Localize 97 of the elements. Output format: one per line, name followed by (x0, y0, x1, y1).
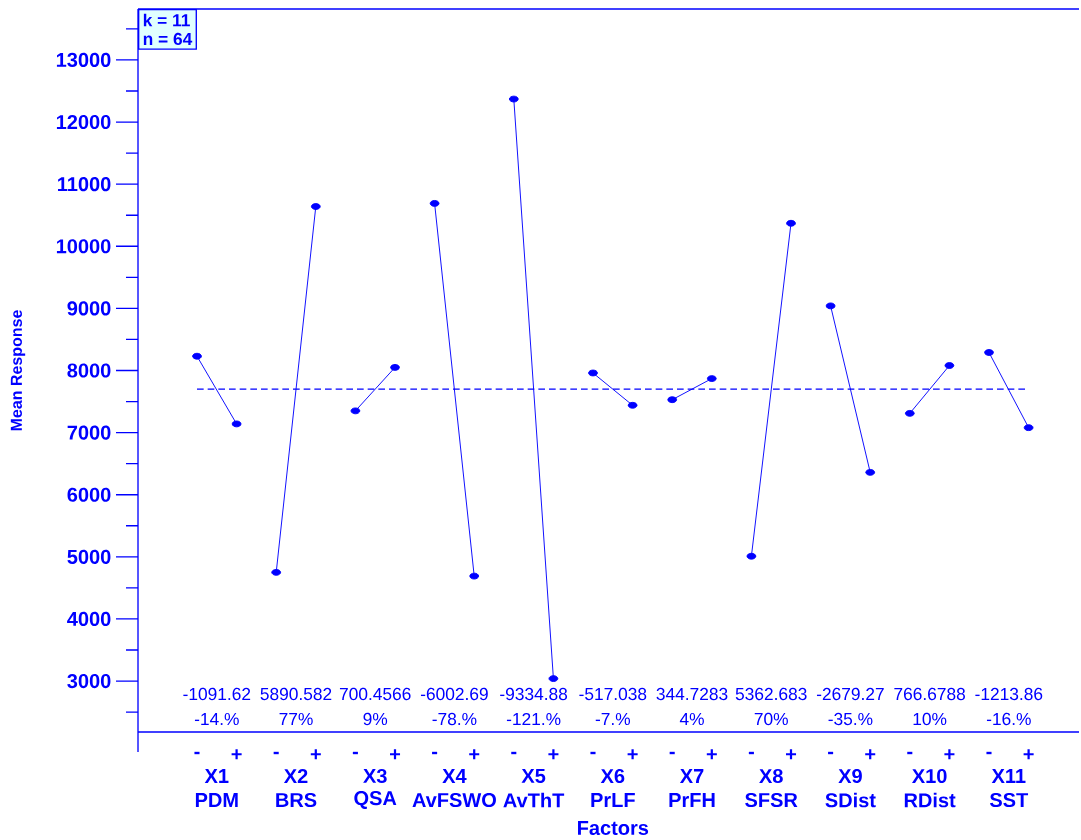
point (390, 363, 400, 371)
y-tick-label: 4000 (67, 611, 111, 627)
text: SFSR (745, 792, 798, 808)
annotation: -9334.88 (500, 687, 568, 701)
annotation: 700.4566 (339, 687, 411, 701)
x-tick-label: - (432, 751, 438, 755)
point (469, 572, 480, 580)
point (271, 568, 282, 576)
text: RDist (904, 792, 956, 808)
x-tick-label: + (944, 749, 955, 760)
point (667, 396, 678, 404)
point (350, 407, 361, 415)
text: SDist (825, 792, 876, 808)
y-tick-label: 10000 (56, 239, 111, 254)
annotation: -16.% (986, 712, 1031, 726)
x-tick-label: - (194, 751, 200, 755)
x-tick-label: + (548, 749, 559, 760)
text: X4 (442, 769, 467, 783)
text: BRS (276, 792, 317, 808)
annotation: -2679.27 (816, 687, 884, 701)
x-tick-label: + (865, 749, 876, 760)
text: X6 (600, 768, 625, 784)
text: AvFSWO (412, 792, 496, 808)
point (231, 420, 242, 428)
y-tick-label: 13000 (56, 52, 111, 68)
annotation: 344.7283 (656, 687, 728, 701)
x-tick-label: - (590, 751, 596, 755)
text: X3 (363, 768, 387, 784)
text: X8 (759, 768, 783, 784)
point (746, 552, 757, 560)
text: X10 (911, 768, 947, 784)
annotation: -14.% (194, 712, 239, 726)
x-tick-label: + (627, 749, 638, 760)
y-tick-label: 3000 (67, 673, 111, 689)
x-axis-title: Factors (578, 821, 649, 835)
annotation: -1213.86 (975, 687, 1043, 701)
annotation: -6002.69 (420, 687, 488, 701)
y-tick-label: 12000 (56, 114, 111, 130)
text: PrLF (591, 793, 635, 807)
x-tick-label: - (828, 751, 834, 755)
annotation: 10% (913, 712, 947, 726)
y-tick-label: 5000 (67, 549, 111, 564)
annotation: 4% (679, 712, 704, 726)
annotation: k = 11 (143, 13, 190, 27)
annotation: n = 64 (143, 32, 193, 46)
point (825, 302, 836, 310)
x-tick-label: + (469, 749, 480, 760)
x-tick-label: - (511, 751, 517, 755)
annotation: 5362.683 (735, 687, 807, 701)
x-tick-label: - (273, 751, 279, 755)
text: X7 (679, 769, 704, 783)
annotation: -35.% (828, 712, 873, 726)
y-tick-label: 6000 (67, 487, 111, 502)
y-tick-label: 9000 (67, 301, 111, 316)
x-tick-label: + (310, 749, 321, 760)
point (627, 401, 638, 409)
point (1023, 424, 1034, 432)
annotation: -517.038 (579, 687, 647, 701)
point (904, 409, 915, 417)
y-tick-label: 8000 (67, 363, 111, 378)
y-axis-title: Mean Response (10, 310, 26, 431)
annotation: -7.% (595, 712, 631, 726)
x-tick-label: + (706, 749, 717, 760)
x-tick-label: - (748, 751, 754, 755)
text: PrFH (669, 793, 715, 807)
x-tick-label: - (986, 751, 992, 755)
x-tick-label: + (390, 749, 401, 760)
point (588, 369, 598, 377)
point (508, 95, 519, 103)
text: X11 (991, 769, 1026, 783)
text: X2 (283, 769, 308, 783)
annotation: 766.6788 (894, 687, 965, 701)
point (865, 468, 876, 476)
x-tick-label: - (669, 751, 675, 755)
x-tick-label: + (1023, 749, 1034, 760)
annotation: -1091.62 (183, 687, 251, 701)
text: X9 (838, 768, 862, 784)
annotation: 70% (754, 712, 788, 726)
annotation: -78.% (432, 712, 477, 726)
y-tick-label: 7000 (67, 425, 111, 440)
x-tick-label: - (907, 751, 913, 755)
annotation: -121.% (506, 712, 561, 726)
x-tick-label: - (352, 751, 358, 755)
text: X1 (204, 769, 229, 783)
x-tick-label: + (786, 749, 797, 760)
point (786, 219, 796, 227)
y-tick-label: 11000 (58, 177, 111, 192)
text: PDM (195, 793, 238, 807)
point (192, 352, 202, 360)
text: X5 (521, 769, 546, 783)
x-tick-label: + (231, 749, 242, 760)
text: SST (989, 792, 1029, 808)
annotation: 77% (279, 712, 313, 726)
text: QSA (354, 791, 397, 809)
annotation: 9% (363, 712, 388, 726)
annotation: 5890.582 (260, 687, 332, 701)
text: AvThT (503, 792, 565, 808)
